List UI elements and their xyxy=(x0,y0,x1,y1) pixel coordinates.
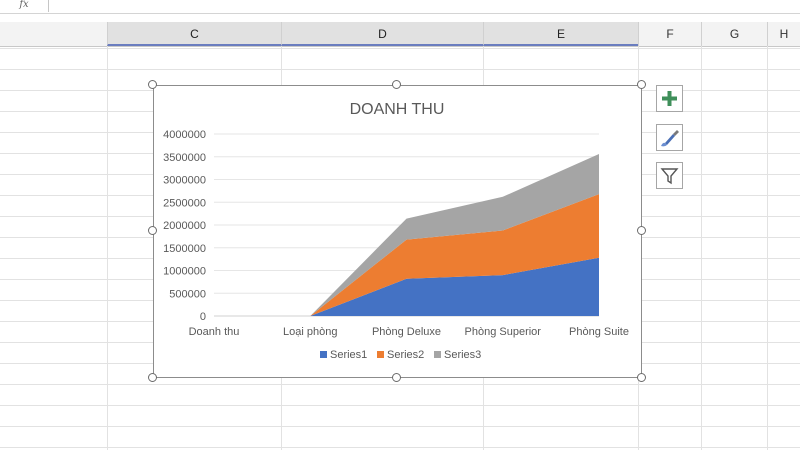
insert-function-button[interactable]: fx xyxy=(0,0,49,12)
x-tick-label: Phòng Superior xyxy=(465,326,542,338)
funnel-icon xyxy=(660,168,679,185)
column-gridline xyxy=(701,46,702,450)
resize-handle-bottom-left[interactable] xyxy=(148,373,157,382)
column-header-h[interactable]: H xyxy=(767,22,800,46)
area-chart: DOANH THU 0 500000 1000000 1500000 2000000 25… xyxy=(163,101,629,361)
row-gridline xyxy=(0,405,800,406)
resize-handle-bottom-right[interactable] xyxy=(637,373,646,382)
series-area-1[interactable] xyxy=(214,257,599,316)
column-header-row: C D E F G H xyxy=(0,22,800,47)
x-tick-label: Phòng Deluxe xyxy=(372,326,441,338)
column-header-f[interactable]: F xyxy=(638,22,701,46)
y-tick-label: 0 xyxy=(200,311,206,323)
legend-entry[interactable]: Series3 xyxy=(444,349,481,361)
row-gridline xyxy=(0,69,800,70)
resize-handle-bottom[interactable] xyxy=(392,373,401,382)
row-gridline xyxy=(0,426,800,427)
y-axis-tick-labels: 0 500000 1000000 1500000 2000000 2500000 30000… xyxy=(163,129,206,323)
row-gridline xyxy=(0,447,800,448)
resize-handle-top-right[interactable] xyxy=(637,80,646,89)
y-tick-label: 2500000 xyxy=(163,197,206,209)
column-gridline xyxy=(107,46,108,450)
series-area-3[interactable] xyxy=(214,154,599,316)
legend-entry[interactable]: Series1 xyxy=(330,349,367,361)
chart-title[interactable]: DOANH THU xyxy=(350,101,445,118)
legend-swatch xyxy=(434,351,441,358)
chart-legend[interactable]: Series1 Series2 Series3 xyxy=(320,349,481,361)
column-header-d[interactable]: D xyxy=(281,22,483,46)
chart-elements-button[interactable] xyxy=(656,85,683,112)
column-header-g[interactable]: G xyxy=(701,22,767,46)
x-tick-label: Phòng Suite xyxy=(569,326,629,338)
legend-swatch xyxy=(320,351,327,358)
column-header-e[interactable]: E xyxy=(483,22,638,46)
x-tick-label: Loại phòng xyxy=(283,326,337,338)
row-gridline xyxy=(0,384,800,385)
plus-icon xyxy=(662,91,677,106)
chart-filters-button[interactable] xyxy=(656,162,683,189)
formula-bar[interactable]: fx xyxy=(0,0,800,14)
chart-series-areas xyxy=(214,154,599,316)
y-tick-label: 4000000 xyxy=(163,129,206,141)
chart-styles-button[interactable] xyxy=(656,124,683,151)
series-area-2[interactable] xyxy=(214,194,599,316)
row-gridline xyxy=(0,48,800,49)
paintbrush-icon xyxy=(661,130,679,147)
resize-handle-left[interactable] xyxy=(148,226,157,235)
y-tick-label: 3000000 xyxy=(163,175,206,187)
x-tick-label: Doanh thu xyxy=(189,326,240,338)
resize-handle-top-left[interactable] xyxy=(148,80,157,89)
y-tick-label: 500000 xyxy=(169,288,206,300)
legend-swatch xyxy=(377,351,384,358)
y-tick-label: 1500000 xyxy=(163,243,206,255)
column-gridline xyxy=(767,46,768,450)
fx-label: fx xyxy=(19,0,29,10)
chart-area[interactable]: DOANH THU 0 500000 1000000 1500000 2000000 25… xyxy=(153,85,642,378)
resize-handle-top[interactable] xyxy=(392,80,401,89)
y-tick-label: 2000000 xyxy=(163,220,206,232)
resize-handle-right[interactable] xyxy=(637,226,646,235)
y-tick-label: 3500000 xyxy=(163,152,206,164)
x-axis-tick-labels: Doanh thu Loại phòng Phòng Deluxe Phòng Sup… xyxy=(189,326,629,338)
legend-entry[interactable]: Series2 xyxy=(387,349,424,361)
column-header-c[interactable]: C xyxy=(107,22,281,46)
y-tick-label: 1000000 xyxy=(163,266,206,278)
column-header-left[interactable] xyxy=(0,22,107,46)
